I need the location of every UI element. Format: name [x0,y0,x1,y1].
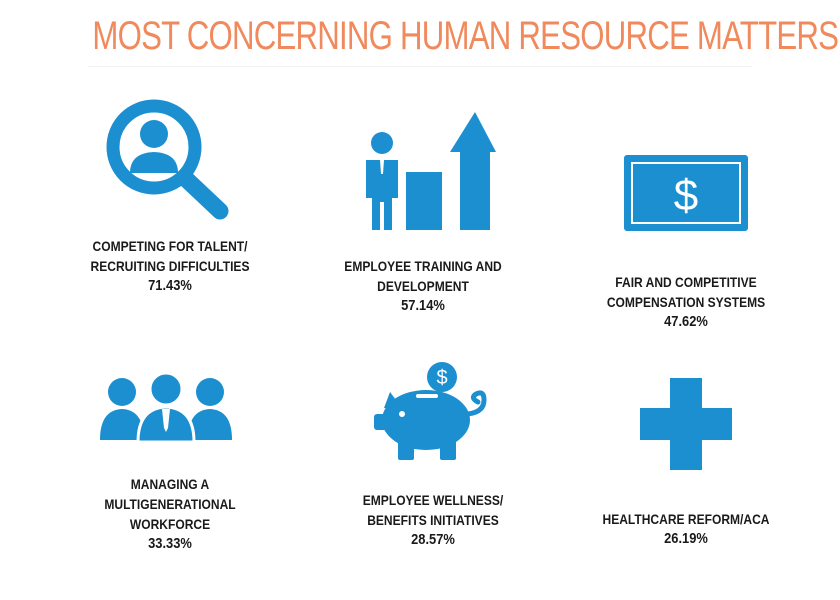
item-line: DEVELOPMENT [377,278,469,294]
item-line: FAIR AND COMPETITIVE [615,274,757,290]
growth-chart-person-icon [366,112,496,230]
piggy-bank-icon: $ [374,362,487,460]
item-line: COMPENSATION SYSTEMS [606,294,766,310]
item-line: MULTIGENERATIONAL [104,496,236,512]
item-label-2: EMPLOYEE TRAINING AND DEVELOPMENT 57.14% [337,256,509,316]
item-percent: 71.43% [148,277,192,294]
item-label-1: COMPETING FOR TALENT/ RECRUITING DIFFICU… [84,236,256,296]
group-people-icon [100,372,232,442]
item-label-3: FAIR AND COMPETITIVE COMPENSATION SYSTEM… [600,272,772,332]
item-line: WORKFORCE [129,516,211,532]
medical-cross-icon [640,378,732,470]
item-line: RECRUITING DIFFICULTIES [90,258,250,274]
item-line: EMPLOYEE WELLNESS/ [362,492,504,508]
item-line: BENEFITS INITIATIVES [367,512,499,528]
item-percent: 26.19% [664,530,708,547]
item-line: HEALTHCARE REFORM/ACA [602,511,770,527]
item-percent: 28.57% [411,531,455,548]
svg-text:$: $ [674,171,698,220]
page-title: MOST CONCERNING HUMAN RESOURCE MATTERS [92,14,839,58]
item-percent: 33.33% [148,535,192,552]
title-divider [88,66,752,67]
item-percent: 57.14% [401,297,445,314]
item-label-6: HEALTHCARE REFORM/ACA 26.19% [600,509,772,549]
svg-text:$: $ [436,367,447,389]
item-label-5: EMPLOYEE WELLNESS/ BENEFITS INITIATIVES … [347,490,519,550]
item-line: COMPETING FOR TALENT/ [92,238,248,254]
dollar-bill-icon: $ [624,155,748,231]
item-label-4: MANAGING A MULTIGENERATIONAL WORKFORCE 3… [84,474,256,554]
magnifier-person-icon [106,99,229,220]
item-line: MANAGING A [130,476,210,492]
item-percent: 47.62% [664,313,708,330]
item-line: EMPLOYEE TRAINING AND [344,258,502,274]
